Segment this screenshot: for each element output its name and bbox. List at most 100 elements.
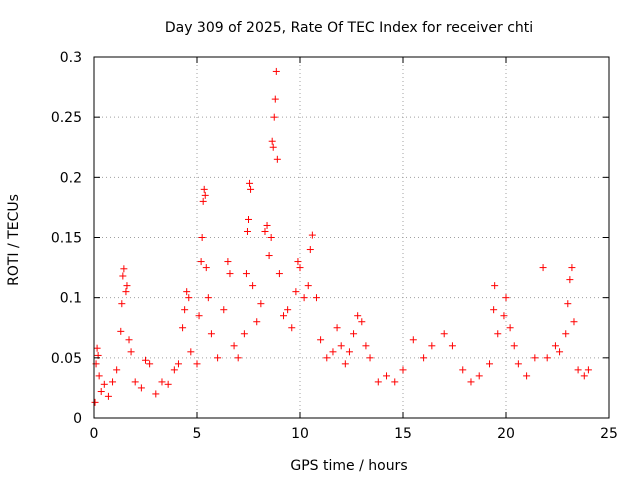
data-point xyxy=(119,272,127,280)
data-point xyxy=(391,378,399,386)
data-point xyxy=(91,398,99,406)
data-point xyxy=(199,197,207,205)
data-point xyxy=(531,354,539,362)
data-point xyxy=(214,354,222,362)
data-point xyxy=(193,360,201,368)
data-point xyxy=(296,264,304,272)
data-point xyxy=(146,360,154,368)
chart-title: Day 309 of 2025, Rate Of TEC Index for r… xyxy=(165,20,533,36)
data-point xyxy=(459,366,467,374)
data-point xyxy=(179,324,187,332)
data-point xyxy=(152,390,160,398)
data-point xyxy=(137,384,145,392)
data-point xyxy=(306,246,314,254)
x-tick-label: 25 xyxy=(600,426,618,442)
data-point xyxy=(104,392,112,400)
data-point xyxy=(240,330,248,338)
x-axis-label: GPS time / hours xyxy=(290,458,407,474)
data-point xyxy=(580,372,588,380)
data-point xyxy=(123,282,131,290)
data-point xyxy=(514,360,522,368)
data-point xyxy=(312,294,320,302)
data-point xyxy=(170,366,178,374)
data-point xyxy=(234,354,242,362)
y-tick-label: 0.1 xyxy=(60,291,82,307)
data-point xyxy=(113,366,121,374)
data-point xyxy=(268,137,276,145)
data-point xyxy=(142,356,149,364)
data-point xyxy=(564,300,572,308)
data-point xyxy=(202,264,210,272)
data-point xyxy=(317,336,325,344)
data-point xyxy=(117,327,125,335)
data-point xyxy=(420,354,428,362)
plot-frame xyxy=(93,56,610,419)
data-point xyxy=(174,360,182,368)
data-point xyxy=(300,294,308,302)
data-point xyxy=(271,95,279,103)
data-point xyxy=(494,330,502,338)
x-tick-label: 10 xyxy=(291,426,309,442)
x-tick-label: 20 xyxy=(497,426,515,442)
data-point xyxy=(261,227,269,235)
data-point xyxy=(263,221,271,229)
data-point xyxy=(242,270,250,278)
x-tick-label: 0 xyxy=(90,426,99,442)
data-point xyxy=(158,378,166,386)
data-point xyxy=(243,227,251,235)
data-point xyxy=(358,318,366,326)
data-point xyxy=(245,215,252,223)
data-point xyxy=(288,324,296,332)
data-point xyxy=(374,378,382,386)
data-point xyxy=(95,372,103,380)
data-point xyxy=(195,312,203,320)
data-point xyxy=(230,342,238,350)
data-point xyxy=(164,380,172,388)
data-point xyxy=(181,306,189,314)
data-point xyxy=(491,282,499,290)
data-point xyxy=(556,348,564,356)
data-point xyxy=(226,270,234,278)
y-tick-label: 0.25 xyxy=(51,110,82,126)
data-point xyxy=(428,342,436,350)
data-point xyxy=(568,264,576,272)
data-point xyxy=(201,191,209,199)
y-tick-label: 0.3 xyxy=(60,50,82,66)
data-point xyxy=(366,354,374,362)
data-point xyxy=(93,344,101,352)
data-point xyxy=(566,276,574,284)
data-point xyxy=(383,372,391,380)
data-point xyxy=(109,378,117,386)
data-point xyxy=(270,113,278,121)
data-point xyxy=(257,300,265,308)
data-point xyxy=(304,282,312,290)
data-point xyxy=(409,336,417,344)
data-point xyxy=(362,342,370,350)
data-point xyxy=(120,265,128,273)
data-point xyxy=(523,372,531,380)
y-tick-label: 0 xyxy=(73,411,82,427)
data-point xyxy=(341,360,349,368)
data-point xyxy=(122,288,130,296)
data-point xyxy=(249,282,257,290)
y-axis-label: ROTI / TECUs xyxy=(6,194,22,286)
data-point xyxy=(570,318,578,326)
data-point xyxy=(269,143,277,151)
data-point xyxy=(350,330,358,338)
data-point xyxy=(333,324,341,332)
data-point xyxy=(185,294,193,302)
data-points xyxy=(91,67,592,406)
data-point xyxy=(329,348,337,356)
data-point xyxy=(337,342,345,350)
data-point xyxy=(490,306,498,314)
data-point xyxy=(272,67,280,75)
data-point xyxy=(562,330,570,338)
grid xyxy=(94,57,609,418)
data-point xyxy=(275,270,283,278)
data-point xyxy=(247,185,255,193)
data-point xyxy=(267,234,275,241)
y-tick-label: 0.2 xyxy=(60,170,82,186)
data-point xyxy=(486,360,494,368)
data-point xyxy=(207,330,215,338)
